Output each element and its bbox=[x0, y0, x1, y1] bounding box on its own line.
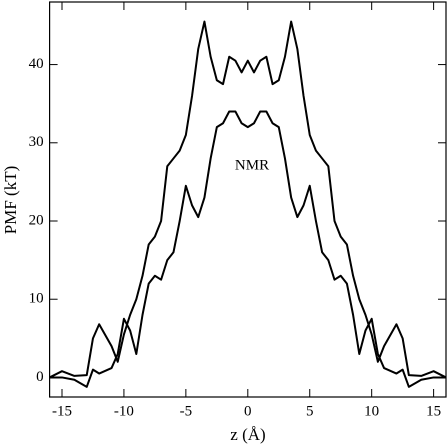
y-tick-label: 10 bbox=[29, 291, 44, 307]
x-tick-label: -15 bbox=[52, 403, 72, 419]
y-tick-label: 0 bbox=[36, 369, 44, 385]
y-tick-label: 30 bbox=[29, 134, 44, 150]
x-tick-label: 10 bbox=[364, 403, 379, 419]
x-tick-label: 0 bbox=[244, 403, 252, 419]
y-tick-label: 40 bbox=[29, 56, 44, 72]
x-axis-label: z (Å) bbox=[230, 425, 265, 444]
annotation: NMR bbox=[235, 157, 269, 173]
x-tick-label: -5 bbox=[180, 403, 193, 419]
x-tick-label: 5 bbox=[306, 403, 314, 419]
line-series bbox=[49, 20, 447, 379]
x-tick-label: -10 bbox=[114, 403, 134, 419]
y-tick-label: 20 bbox=[29, 212, 44, 228]
line-series bbox=[49, 110, 446, 388]
x-tick-label: 15 bbox=[426, 403, 441, 419]
y-axis-label: PMF (kT) bbox=[1, 166, 20, 234]
